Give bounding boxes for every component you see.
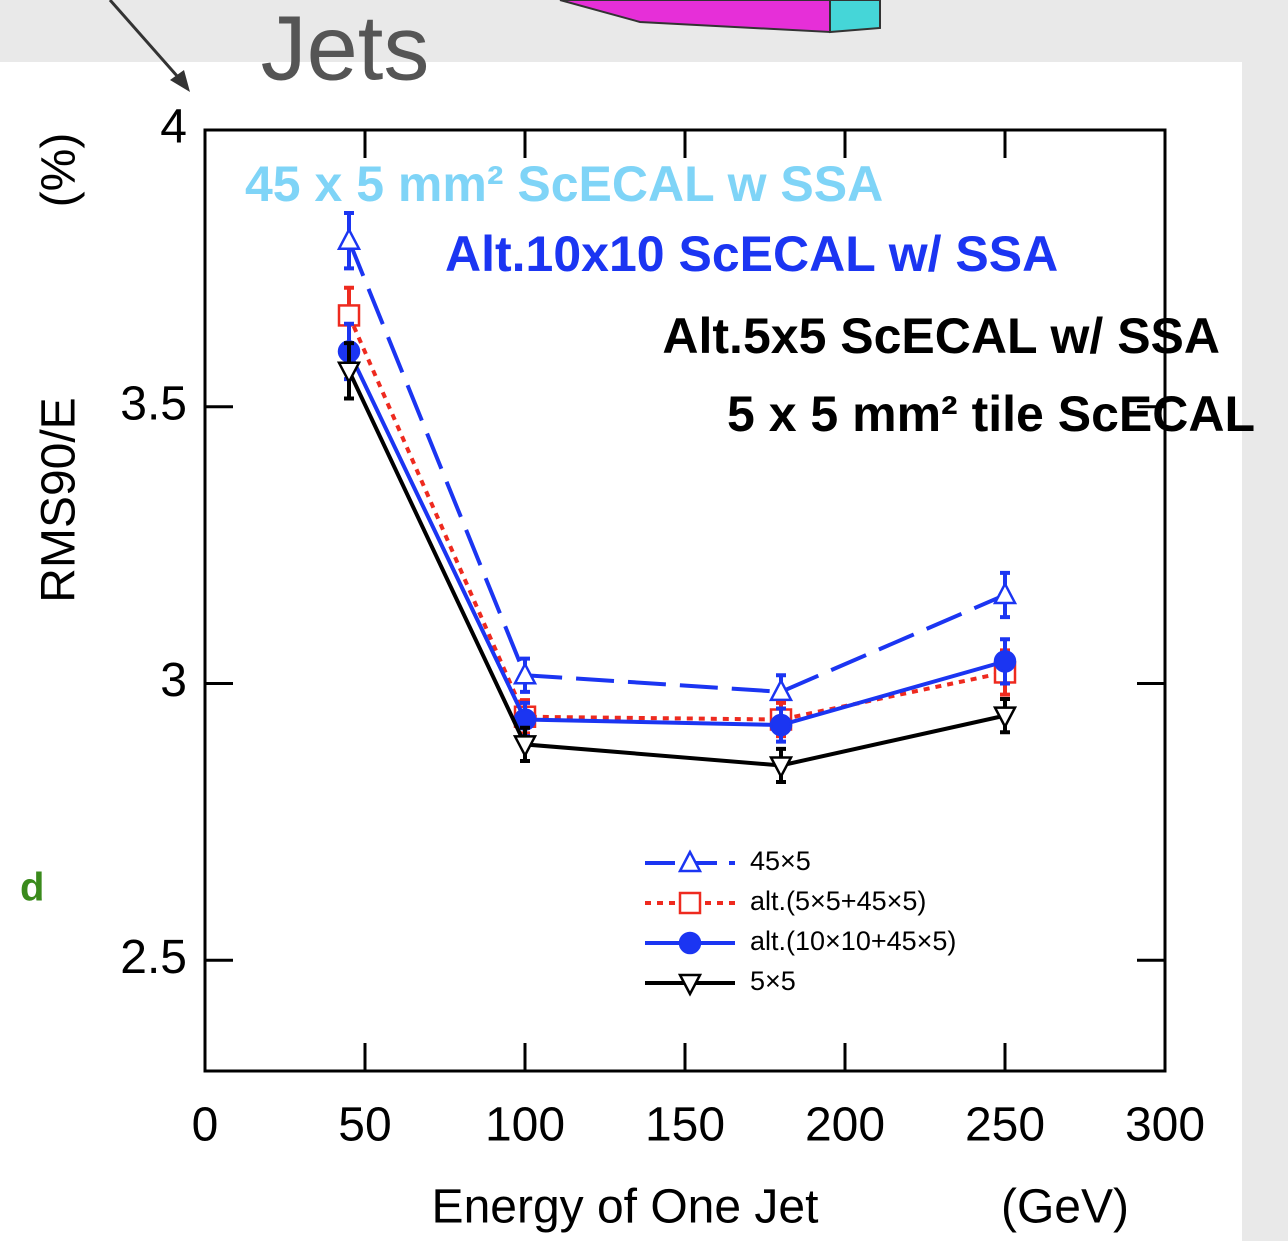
legend-marker: [678, 891, 702, 915]
annotation: Alt.5x5 ScECAL w/ SSA: [662, 308, 1220, 364]
x-tick-label: 100: [485, 1099, 565, 1152]
legend-label: alt.(10×10+45×5): [750, 926, 956, 956]
annotation: 5 x 5 mm² tile ScECAL: [727, 386, 1255, 442]
chart-title: Jets: [261, 0, 430, 99]
detector-sketch: [829, 0, 881, 34]
series-line: [347, 239, 1006, 694]
marker: [512, 735, 538, 759]
marker: [768, 678, 794, 702]
marker: [336, 227, 362, 250]
series-line: [347, 314, 1006, 722]
legend-label: alt.(5×5+45×5): [750, 886, 926, 916]
series-line: [347, 369, 1006, 768]
y-tick-label: 3.5: [120, 377, 187, 430]
marker: [992, 706, 1018, 730]
marker: [769, 713, 793, 737]
x-tick-label: 150: [645, 1099, 725, 1152]
text-fragment: d: [20, 866, 44, 910]
x-tick-label: 300: [1125, 1099, 1205, 1152]
legend-label: 45×5: [750, 846, 811, 876]
y-axis-unit: (%): [33, 133, 86, 208]
y-tick-label: 3: [160, 654, 187, 707]
legend-marker: [677, 849, 703, 873]
series-line: [347, 350, 1006, 728]
marker: [992, 581, 1018, 605]
marker: [768, 756, 794, 780]
arrow-head: [170, 70, 190, 92]
x-tick-label: 200: [805, 1099, 885, 1152]
x-tick-label: 0: [192, 1099, 219, 1152]
legend-marker: [677, 973, 703, 997]
marker: [993, 650, 1017, 673]
x-axis-unit: (GeV): [1001, 1181, 1129, 1234]
y-tick-label: 4: [160, 101, 187, 154]
x-tick-label: 50: [338, 1099, 391, 1152]
legend-marker: [678, 931, 702, 955]
arrow: [108, 0, 187, 86]
panel: [0, 62, 1242, 1241]
legend-label: 5×5: [750, 966, 796, 996]
marker: [336, 361, 362, 385]
detector-sketch: [559, 0, 831, 34]
marker: [512, 661, 538, 685]
annotation: 45 x 5 mm² ScECAL w SSA: [245, 156, 883, 212]
annotation: Alt.10x10 ScECAL w/ SSA: [445, 226, 1058, 282]
y-axis-label: RMS90/E: [33, 397, 86, 602]
x-axis-label: Energy of One Jet: [432, 1181, 819, 1234]
y-tick-label: 2.5: [120, 931, 187, 984]
x-tick-label: 250: [965, 1099, 1045, 1152]
